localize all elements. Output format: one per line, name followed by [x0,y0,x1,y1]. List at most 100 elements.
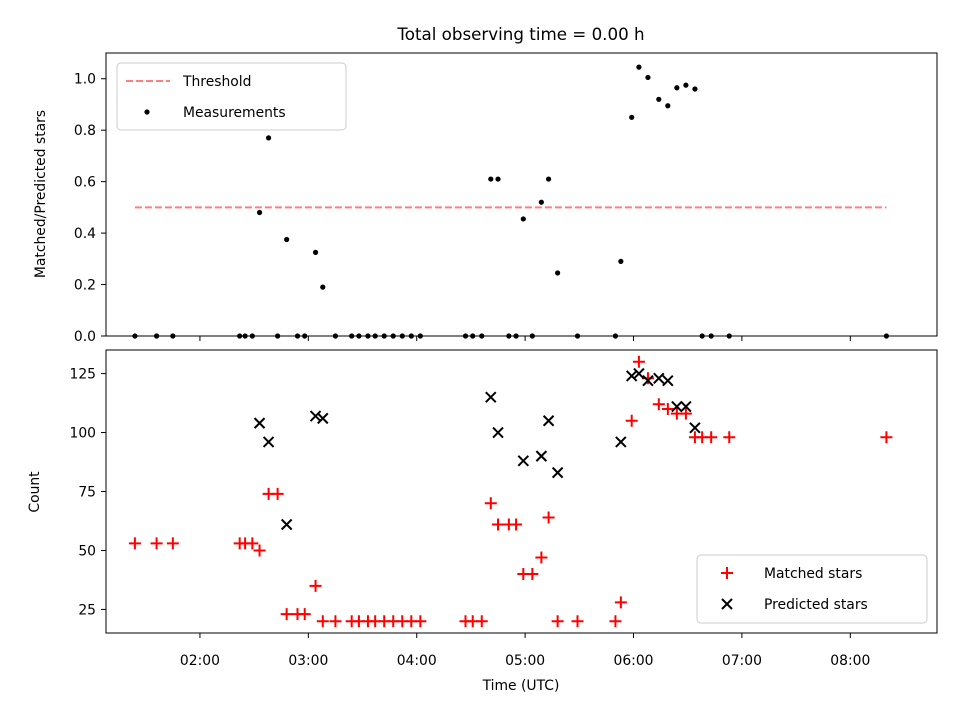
count-panel: Count Time (UTC) 25 50 75 100 125 02:00 03:00 0… [27,349,938,694]
measurement-point [629,114,635,120]
measurement-point [645,74,651,81]
predicted-legend-swatch [721,598,733,610]
ratio-y-tick-label: 0.4 [74,226,96,242]
measurement-point [488,176,494,182]
ratio-y-tick-label: 0.8 [74,123,96,139]
ratio-legend-box [116,62,347,131]
count-y-tick-label: 50 [78,543,96,559]
matched-star-point [625,414,638,427]
count-y-tick-label: 75 [78,485,96,501]
measurement-point [545,176,552,182]
predicted-star-point [642,374,654,387]
matched-star-point [271,487,284,500]
count-legend: Matched stars Predicted stars [696,554,928,624]
measurement-point [320,284,326,290]
measurement-point [656,96,662,102]
matched-star-point [679,407,692,420]
matched-star-point [551,615,564,628]
matched-star-point [253,544,266,557]
measurement-point [618,258,624,264]
predicted-star-point [542,415,555,427]
ratio-y-tick-label: 0.2 [74,278,96,294]
predicted-star-point [662,374,674,387]
matched-star-point [280,608,293,621]
matched-star-point [880,431,893,444]
measurements-legend-label: Measurements [183,105,286,121]
matched-star-point [298,608,311,621]
ratio-panel: Total observing time = 0.00 h Matched/Pr… [33,24,938,345]
predicted-star-point [262,436,275,448]
predicted-legend-label: Predicted stars [764,597,868,613]
count-y-tick-label: 100 [69,426,96,442]
matched-star-point [246,537,259,550]
x-tick-label: 06:00 [613,653,653,669]
matched-star-point [414,615,427,628]
predicted-star-point [551,466,564,479]
matched-legend-label: Matched stars [764,566,862,582]
predicted-star-point [280,518,293,531]
matched-star-point [526,568,539,581]
matched-star-point [510,518,523,531]
matched-star-point [632,355,645,368]
count-axes-frame [105,349,938,634]
predicted-star-point [492,426,504,439]
x-tick-label: 04:00 [397,653,437,669]
ratio-axes-frame [105,52,938,337]
matched-star-point [661,402,674,415]
predicted-star-point [317,412,329,425]
count-plot-area [128,355,893,628]
chart-title: Total observing time = 0.00 h [396,24,644,44]
matched-star-point [705,431,718,444]
measurement-point [636,64,642,70]
matched-star-point [150,537,163,550]
predicted-star-point [535,450,548,462]
measurement-point [683,82,689,88]
ratio-y-tick-label: 0.6 [74,175,96,191]
measurements-legend-swatch [144,109,150,115]
matched-star-point [571,615,584,628]
measurement-point [538,199,544,205]
predicted-star-point [253,417,266,429]
measurement-point [520,216,526,222]
x-tick-label: 08:00 [830,653,870,669]
matched-star-point [723,431,736,444]
predicted-star-point [633,367,645,380]
measurement-point [256,209,263,216]
matched-star-point [492,518,505,531]
x-axis-label: Time (UTC) [482,678,560,694]
count-y-tick-label: 25 [78,602,96,618]
predicted-star-point [689,422,701,434]
matched-star-point [609,615,622,628]
predicted-star-point [615,436,627,448]
predicted-star-point [485,391,497,403]
predicted-star-point [671,400,683,413]
predicted-star-point [309,410,322,422]
count-y-tick-label: 125 [69,367,96,383]
matched-star-point [535,551,548,564]
ratio-legend: Threshold Measurements [116,62,347,131]
matched-star-point [128,537,141,550]
ratio-y-tick-label: 1.0 [74,72,96,88]
measurement-point [555,270,561,276]
count-axis-ticks: 25 50 75 100 125 02:00 03:00 04:00 05:00 06:00 07:… [69,367,870,669]
measurement-point [265,135,272,141]
measurement-point [312,249,319,255]
ratio-axis-ticks: 0.0 0.2 0.4 0.6 0.8 1.0 [74,72,851,345]
x-tick-label: 07:00 [722,653,762,669]
matched-star-point [329,615,342,628]
matched-legend-swatch [721,567,733,579]
matched-star-point [166,537,179,550]
matched-star-point [542,511,555,524]
ratio-y-tick-label: 0.0 [74,329,96,345]
matched-star-point [475,615,488,628]
matched-star-point [484,497,497,510]
measurement-point [665,103,671,109]
matched-star-point [309,579,322,592]
count-legend-box [696,554,928,624]
predicted-star-point [517,455,530,467]
measurement-point [284,236,290,243]
ratio-y-axis-label: Matched/Predicted stars [33,110,49,278]
predicted-star-point [625,370,638,382]
predicted-star-point [653,372,665,385]
